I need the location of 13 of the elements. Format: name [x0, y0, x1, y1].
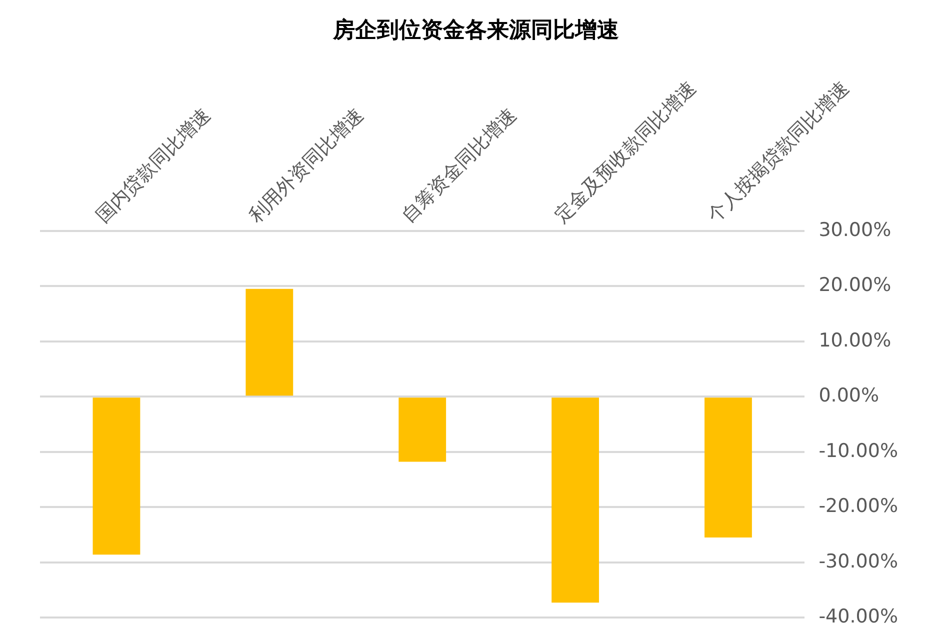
y-tick-label: 20.00% [818, 274, 892, 296]
y-tick-label: 10.00% [818, 329, 892, 352]
y-tick-label: -40.00% [818, 606, 898, 628]
chart-title: 房企到位资金各来源同比增速 [332, 16, 619, 43]
x-tick-label: 利用外资同比增速 [244, 104, 368, 227]
y-tick-label: -10.00% [818, 440, 898, 462]
y-tick-label: -30.00% [818, 550, 898, 572]
y-tick-label: 0.00% [818, 384, 880, 407]
x-tick-label: 定金及预收款同比增速 [550, 76, 701, 227]
y-tick-label: -20.00% [818, 495, 898, 518]
x-tick-label: 国内贷款同比增速 [92, 104, 215, 227]
x-tick-label: 自筹资金同比增速 [398, 104, 521, 227]
y-tick-label: 30.00% [818, 218, 892, 241]
